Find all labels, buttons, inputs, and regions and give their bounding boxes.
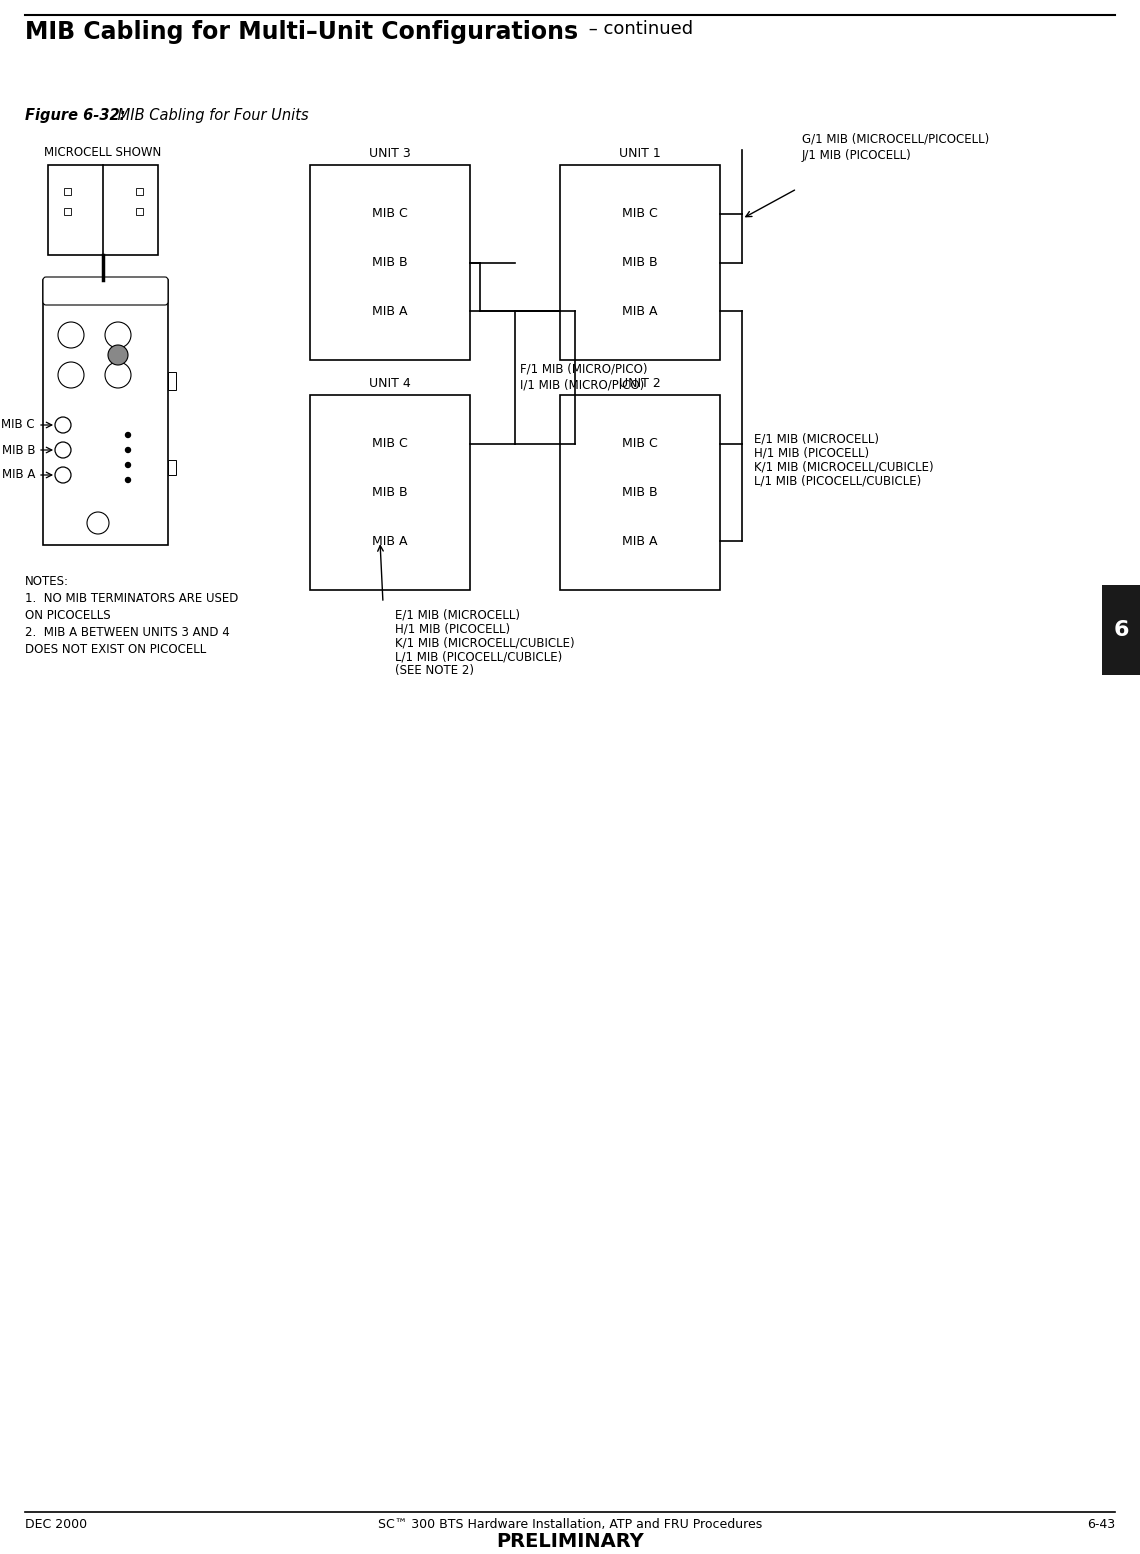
- Text: G/1 MIB (MICROCELL/PICOCELL): G/1 MIB (MICROCELL/PICOCELL): [803, 132, 990, 145]
- Bar: [1102, 584, 1140, 674]
- Bar: [64, 188, 71, 194]
- Text: MIB A: MIB A: [622, 305, 658, 317]
- Text: L/1 MIB (PICOCELL/CUBICLE): L/1 MIB (PICOCELL/CUBICLE): [754, 474, 921, 488]
- Text: NOTES:
1.  NO MIB TERMINATORS ARE USED
ON PICOCELLS
2.  MIB A BETWEEN UNITS 3 AN: NOTES: 1. NO MIB TERMINATORS ARE USED ON…: [25, 575, 238, 656]
- Circle shape: [55, 441, 71, 458]
- Text: E/1 MIB (MICROCELL): E/1 MIB (MICROCELL): [394, 608, 520, 622]
- Text: MIB C: MIB C: [372, 437, 408, 451]
- Text: J/1 MIB (PICOCELL): J/1 MIB (PICOCELL): [803, 149, 912, 162]
- Text: MIB B: MIB B: [372, 486, 408, 499]
- Text: MIB A: MIB A: [373, 535, 408, 547]
- Text: MIB C: MIB C: [1, 418, 35, 432]
- Text: UNIT 3: UNIT 3: [369, 148, 410, 160]
- Text: MIB A: MIB A: [622, 535, 658, 547]
- Text: MIB C: MIB C: [372, 207, 408, 221]
- Circle shape: [125, 477, 130, 482]
- Circle shape: [125, 448, 130, 452]
- Text: E/1 MIB (MICROCELL): E/1 MIB (MICROCELL): [754, 432, 879, 446]
- Circle shape: [58, 362, 84, 388]
- Circle shape: [55, 468, 71, 483]
- Circle shape: [125, 463, 130, 468]
- Text: 6-43: 6-43: [1086, 1518, 1115, 1531]
- Text: PRELIMINARY: PRELIMINARY: [496, 1532, 644, 1551]
- Text: MIB Cabling for Multi–Unit Configurations: MIB Cabling for Multi–Unit Configuration…: [25, 20, 578, 44]
- Text: F/1 MIB (MICRO/PICO): F/1 MIB (MICRO/PICO): [520, 364, 648, 376]
- Bar: [168, 371, 176, 390]
- Text: DEC 2000: DEC 2000: [25, 1518, 87, 1531]
- Bar: [560, 395, 720, 591]
- Bar: [136, 208, 142, 214]
- Text: MIB A: MIB A: [373, 305, 408, 317]
- Bar: [48, 165, 158, 255]
- Text: Figure 6-32:: Figure 6-32:: [25, 107, 125, 123]
- Bar: [560, 165, 720, 361]
- Text: K/1 MIB (MICROCELL/CUBICLE): K/1 MIB (MICROCELL/CUBICLE): [394, 636, 575, 650]
- Circle shape: [105, 322, 131, 348]
- FancyBboxPatch shape: [43, 277, 168, 305]
- Text: MICROCELL SHOWN: MICROCELL SHOWN: [44, 146, 162, 159]
- Circle shape: [87, 511, 109, 535]
- Circle shape: [55, 416, 71, 434]
- Text: MIB B: MIB B: [372, 256, 408, 269]
- Text: MIB B: MIB B: [1, 443, 35, 457]
- Bar: [310, 165, 470, 361]
- Bar: [43, 280, 168, 545]
- Text: – continued: – continued: [583, 20, 693, 37]
- Text: MIB C: MIB C: [622, 437, 658, 451]
- Circle shape: [108, 345, 128, 365]
- Bar: [136, 188, 142, 194]
- Circle shape: [105, 362, 131, 388]
- Bar: [168, 460, 176, 476]
- Text: UNIT 1: UNIT 1: [619, 148, 661, 160]
- Text: MIB B: MIB B: [622, 486, 658, 499]
- Text: MIB A: MIB A: [1, 468, 35, 482]
- Text: MIB B: MIB B: [622, 256, 658, 269]
- Bar: [64, 208, 71, 214]
- Text: (SEE NOTE 2): (SEE NOTE 2): [394, 664, 474, 678]
- Text: H/1 MIB (PICOCELL): H/1 MIB (PICOCELL): [394, 622, 510, 636]
- Circle shape: [58, 322, 84, 348]
- Text: MIB Cabling for Four Units: MIB Cabling for Four Units: [113, 107, 309, 123]
- Text: UNIT 4: UNIT 4: [369, 378, 410, 390]
- Text: SC™ 300 BTS Hardware Installation, ATP and FRU Procedures: SC™ 300 BTS Hardware Installation, ATP a…: [377, 1518, 763, 1531]
- Text: 6: 6: [1114, 620, 1129, 640]
- Text: K/1 MIB (MICROCELL/CUBICLE): K/1 MIB (MICROCELL/CUBICLE): [754, 460, 934, 474]
- Circle shape: [125, 432, 130, 438]
- Text: I/1 MIB (MICRO/PICO): I/1 MIB (MICRO/PICO): [520, 379, 644, 392]
- Text: UNIT 2: UNIT 2: [619, 378, 661, 390]
- Bar: [310, 395, 470, 591]
- Text: L/1 MIB (PICOCELL/CUBICLE): L/1 MIB (PICOCELL/CUBICLE): [394, 650, 562, 664]
- Text: MIB C: MIB C: [622, 207, 658, 221]
- Text: H/1 MIB (PICOCELL): H/1 MIB (PICOCELL): [754, 446, 869, 460]
